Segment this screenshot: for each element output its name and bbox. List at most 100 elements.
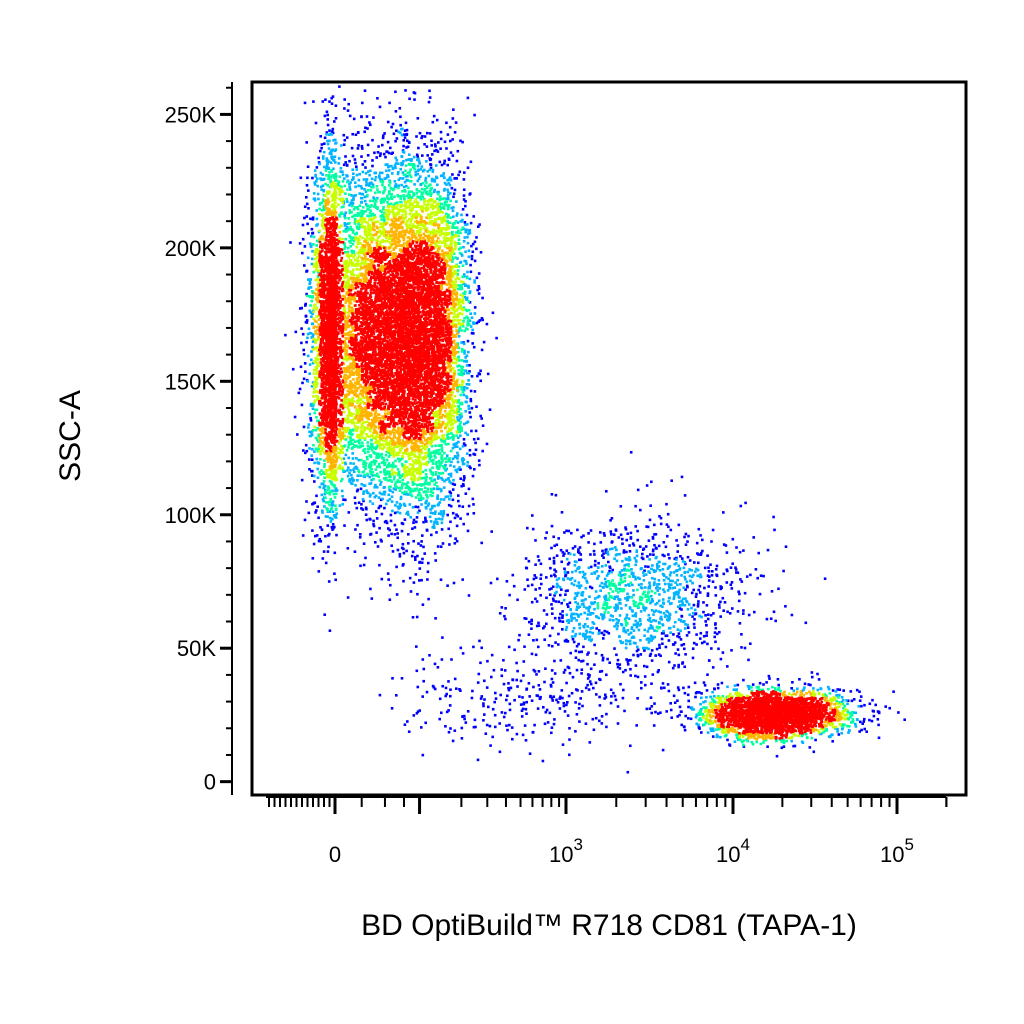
data-point xyxy=(346,404,350,408)
data-point xyxy=(385,458,389,462)
data-point xyxy=(333,149,337,153)
data-point xyxy=(707,579,711,582)
data-point xyxy=(785,739,788,743)
data-point xyxy=(393,195,396,198)
data-point xyxy=(595,615,598,618)
data-point xyxy=(411,483,415,486)
data-point xyxy=(746,684,750,688)
data-point xyxy=(462,522,465,526)
data-point xyxy=(364,210,368,213)
data-point xyxy=(550,574,553,578)
data-point xyxy=(551,644,554,648)
data-point xyxy=(587,566,591,570)
data-point xyxy=(468,370,471,373)
data-point xyxy=(903,718,906,721)
data-point xyxy=(733,740,737,743)
data-point xyxy=(667,689,671,693)
data-point xyxy=(466,316,470,320)
data-point xyxy=(452,367,455,370)
data-point xyxy=(577,548,580,551)
data-point xyxy=(346,474,350,478)
data-point xyxy=(310,299,314,303)
data-point xyxy=(307,189,310,192)
data-point xyxy=(671,586,674,590)
data-point xyxy=(412,155,416,159)
data-point xyxy=(354,185,357,189)
data-point xyxy=(383,506,386,510)
data-point xyxy=(550,493,554,496)
data-point xyxy=(362,492,365,495)
data-point xyxy=(445,147,448,150)
data-point xyxy=(394,459,397,463)
data-point xyxy=(314,269,318,272)
data-point xyxy=(395,159,399,162)
data-point xyxy=(361,147,364,150)
data-point xyxy=(559,548,563,552)
data-point xyxy=(461,365,465,369)
data-point xyxy=(390,500,394,503)
data-point xyxy=(702,681,706,684)
data-point xyxy=(325,491,328,494)
data-point xyxy=(304,314,308,318)
data-point xyxy=(377,462,381,466)
data-point xyxy=(641,552,644,556)
data-point xyxy=(637,602,641,606)
data-point xyxy=(404,203,408,207)
data-point xyxy=(672,595,676,599)
data-point xyxy=(303,264,306,267)
data-point xyxy=(876,710,880,713)
data-point xyxy=(624,573,627,576)
data-point xyxy=(521,707,525,711)
data-point xyxy=(751,683,755,686)
data-point xyxy=(284,333,287,337)
data-point xyxy=(338,175,342,178)
data-point xyxy=(720,730,724,733)
data-point xyxy=(666,534,669,538)
data-point xyxy=(330,183,333,186)
data-point xyxy=(754,568,758,571)
data-point xyxy=(661,598,665,601)
data-point xyxy=(312,542,316,546)
data-point xyxy=(378,465,381,469)
data-point xyxy=(439,578,443,581)
data-point xyxy=(773,528,776,532)
data-point xyxy=(859,695,863,698)
data-point xyxy=(463,273,466,276)
data-point xyxy=(462,393,466,397)
data-point xyxy=(485,322,489,326)
data-point xyxy=(454,361,458,365)
data-point xyxy=(490,675,493,679)
data-point xyxy=(427,174,431,178)
data-point xyxy=(449,151,453,154)
data-point xyxy=(466,529,470,533)
data-point xyxy=(680,710,683,713)
data-point xyxy=(724,544,728,547)
data-point xyxy=(405,184,408,188)
data-point xyxy=(305,292,308,296)
data-point xyxy=(578,586,581,590)
data-point xyxy=(629,581,633,585)
data-point xyxy=(402,185,406,189)
data-point xyxy=(315,457,318,461)
data-point xyxy=(468,465,471,468)
data-point xyxy=(314,534,317,538)
data-point xyxy=(418,567,422,570)
data-point xyxy=(555,585,559,589)
data-point xyxy=(555,554,559,557)
data-point xyxy=(500,674,504,678)
data-point xyxy=(329,520,333,523)
data-point xyxy=(465,364,469,367)
data-point xyxy=(332,475,335,479)
data-point xyxy=(456,221,460,224)
data-point xyxy=(507,688,511,692)
data-point xyxy=(648,707,652,710)
data-point xyxy=(605,712,608,716)
data-point xyxy=(653,583,656,587)
data-point xyxy=(405,460,408,464)
data-point xyxy=(552,722,556,726)
data-point xyxy=(601,549,604,553)
data-point xyxy=(612,533,616,536)
data-point xyxy=(625,538,628,542)
data-point xyxy=(693,626,696,629)
data-point xyxy=(366,143,370,147)
